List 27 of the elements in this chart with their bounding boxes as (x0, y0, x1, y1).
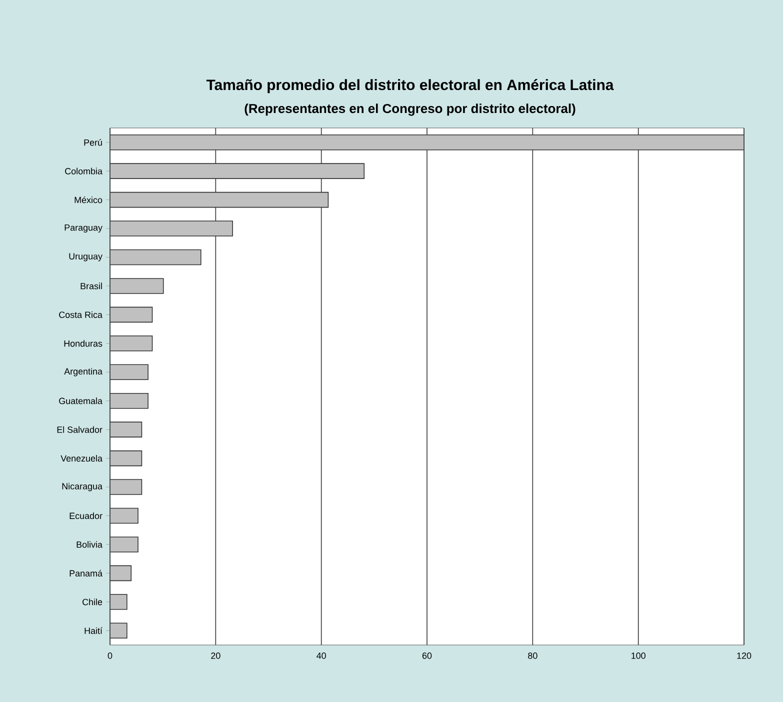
x-tick-label: 100 (632, 652, 646, 659)
x-tick-label: 60 (422, 652, 432, 659)
y-tick-label: Uruguay (69, 253, 102, 262)
chart-title: Tamaño promedio del distrito electoral en América Latina (206, 79, 614, 94)
y-tick-label: Haití (84, 627, 102, 634)
y-tick-label: Panamá (70, 570, 102, 577)
y-tick-label: Perú (84, 139, 102, 146)
y-tick-label: Costa Rica (59, 311, 102, 318)
y-tick-label: Nicaragua (62, 482, 102, 492)
y-tick-label: Brasil (80, 282, 102, 290)
y-tick-label: Venezuela (60, 455, 102, 462)
x-tick-label: 80 (528, 652, 538, 659)
chart-subtitle: (Representantes en el Congreso por distrito electoral) (244, 104, 576, 116)
x-tick-label: 120 (737, 652, 752, 659)
y-tick-label: Guatemala (59, 398, 102, 404)
y-tick-label: Colombia (65, 168, 102, 174)
y-tick-label: El Salvador (57, 426, 102, 433)
x-tick-label: 20 (211, 652, 220, 659)
y-tick-label: Ecuador (70, 512, 102, 520)
y-tick-label: Argentina (64, 368, 102, 376)
y-tick-label: Bolivia (76, 541, 102, 548)
y-tick-label: Chile (82, 598, 102, 606)
x-tick-label: 40 (316, 652, 326, 659)
y-tick-label: Paraguay (64, 224, 102, 233)
x-tick-label: 0 (108, 652, 112, 659)
y-tick-label: Honduras (64, 340, 102, 347)
y-tick-label: México (74, 196, 102, 204)
